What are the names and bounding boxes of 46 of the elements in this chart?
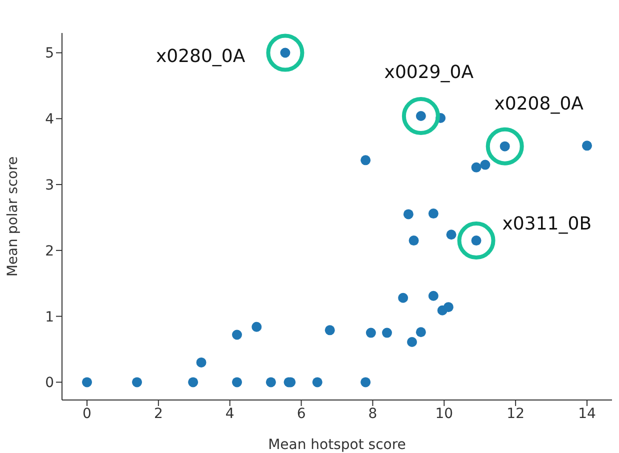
x-tick-label: 14 [578,406,596,422]
point [266,377,276,388]
x-tick-label: 2 [154,406,163,422]
x-tick-label: 12 [506,406,524,422]
y-tick-label: 4 [45,112,54,128]
point [407,337,417,348]
x-tick-label: 0 [82,406,92,422]
y-tick-label: 0 [45,375,54,392]
y-tick-label: 5 [45,46,54,62]
annotation: x0208_0A [494,93,584,114]
point [403,209,414,220]
point [360,377,371,388]
point [416,327,426,338]
annotation: x0029_0A [384,62,474,84]
point [408,236,419,246]
point [446,230,456,240]
annotation: x0280_0A [156,46,246,67]
point [443,302,454,312]
point [132,377,142,388]
point [382,328,392,338]
y-tick-label: 1 [45,309,54,326]
point [582,140,592,151]
point [324,325,335,336]
point [82,377,92,388]
x-tick-label: 4 [225,406,234,422]
point [480,160,490,170]
point [366,328,376,338]
x-tick-label: 10 [435,406,454,422]
point [232,330,242,340]
y-tick-label: 3 [45,178,54,194]
y-axis-title: Mean polar score [4,156,21,277]
point [232,377,242,388]
point [428,290,438,301]
x-axis-title: Mean hotspot score [268,437,406,453]
point [196,357,206,368]
point [312,377,322,388]
point [188,377,198,388]
point [471,162,482,172]
annotation: x0311_0B [502,214,592,235]
point [252,322,262,332]
point [360,155,371,166]
point [428,208,438,219]
x-tick-label: 8 [368,406,378,422]
y-tick-label: 2 [45,243,54,260]
x-tick-label: 6 [296,406,306,422]
point [398,292,408,303]
